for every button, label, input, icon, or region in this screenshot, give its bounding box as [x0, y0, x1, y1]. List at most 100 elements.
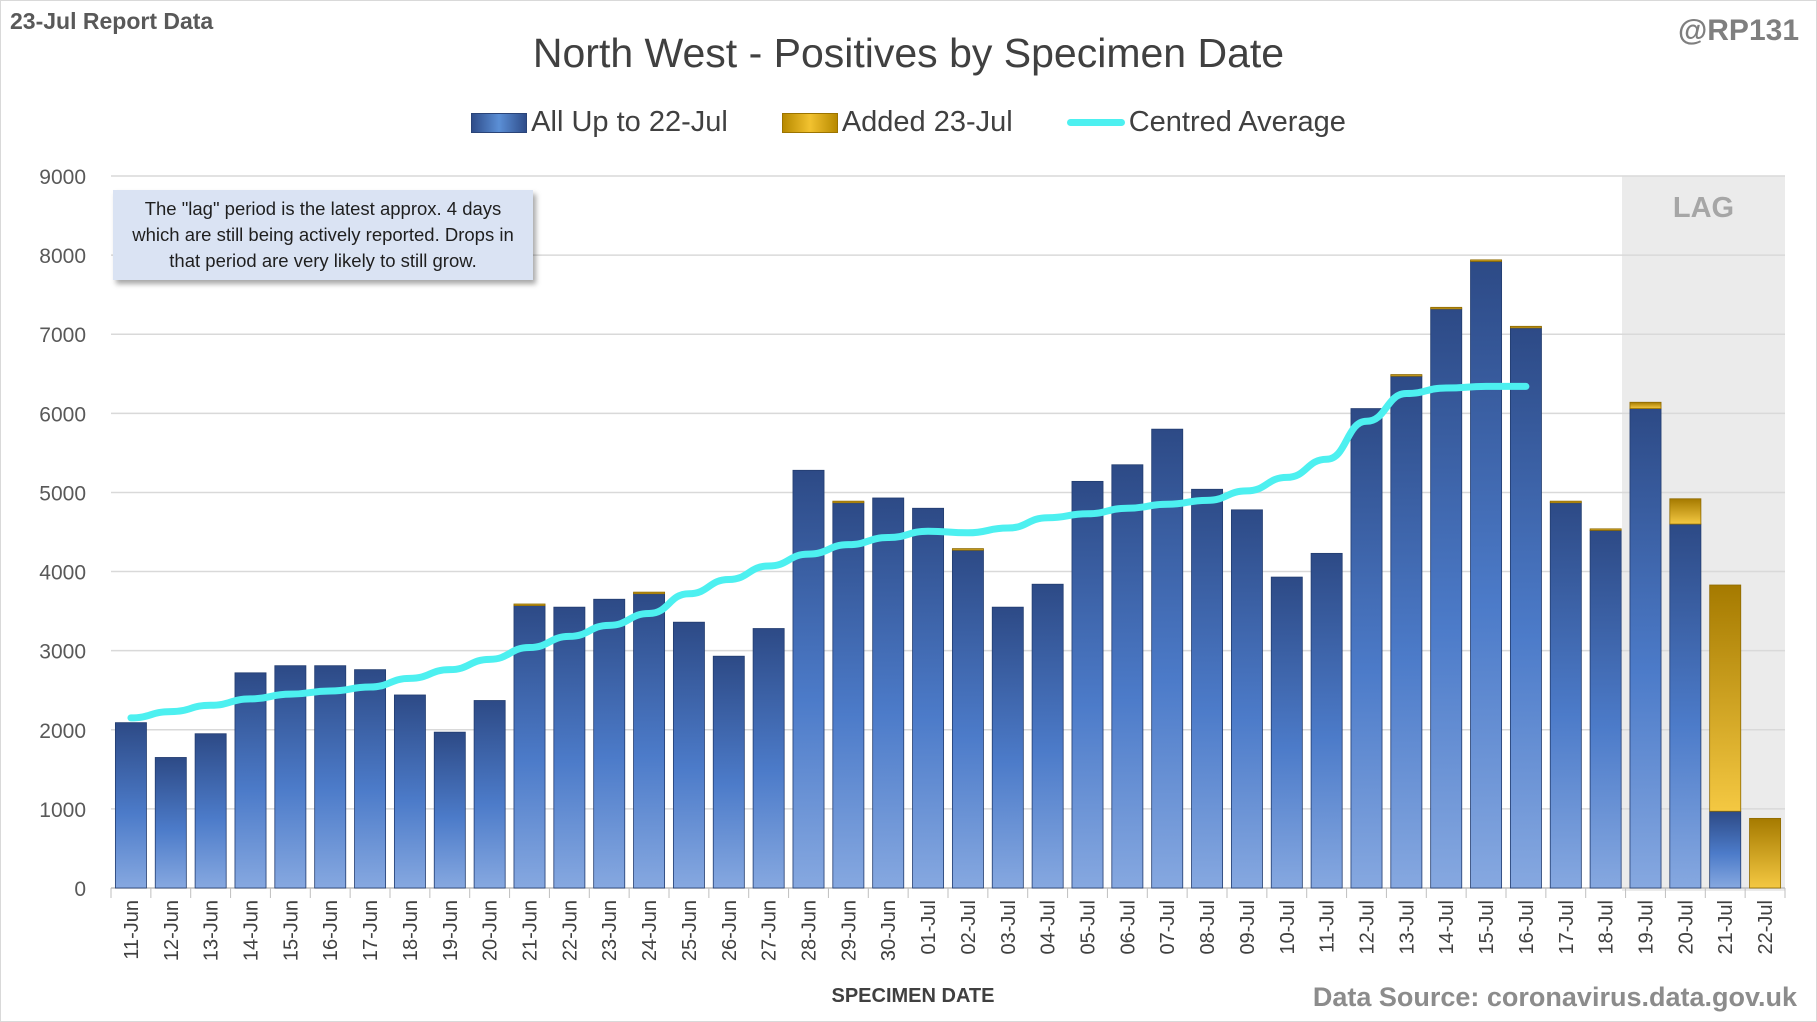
- y-tick-label: 4000: [39, 562, 86, 585]
- bar-added: [1749, 817, 1782, 889]
- x-tick-label: 12-Jul: [1357, 900, 1379, 954]
- bar-added: [1589, 528, 1622, 531]
- bar-added: [1470, 259, 1503, 262]
- bar-added: [1669, 498, 1702, 525]
- bar-base: [633, 593, 666, 889]
- legend-label-base: All Up to 22-Jul: [531, 106, 728, 138]
- x-tick-label: 08-Jul: [1197, 900, 1219, 954]
- x-tick-label: 18-Jun: [400, 900, 422, 961]
- bar-base: [553, 606, 586, 889]
- x-tick-label: 11-Jun: [121, 900, 143, 960]
- x-tick-label: 03-Jul: [998, 900, 1020, 954]
- legend-item-added: Added 23-Jul: [781, 106, 1013, 139]
- legend-item-average: Centred Average: [1066, 106, 1346, 139]
- x-tick-label: 23-Jun: [599, 900, 621, 961]
- bar-base: [1390, 375, 1423, 889]
- bar-base: [154, 757, 187, 889]
- x-tick-label: 19-Jul: [1636, 900, 1658, 954]
- x-tick-label: 29-Jun: [838, 900, 860, 961]
- bar-base: [1031, 583, 1064, 889]
- bar-base: [194, 733, 227, 889]
- x-tick-label: 22-Jul: [1755, 900, 1777, 954]
- y-tick-label: 7000: [39, 324, 86, 347]
- y-tick-label: 0: [74, 878, 86, 901]
- bar-base: [712, 655, 745, 889]
- x-tick-label: 02-Jul: [958, 900, 980, 954]
- bar-base: [1589, 530, 1622, 889]
- bar-base: [1549, 502, 1582, 889]
- bar-base: [1191, 488, 1224, 889]
- legend-label-average: Centred Average: [1128, 106, 1346, 138]
- bar-base: [991, 606, 1024, 889]
- bar-base: [393, 694, 426, 889]
- bar-added: [1509, 325, 1542, 329]
- bar-base: [872, 497, 905, 889]
- bar-added: [951, 548, 984, 551]
- x-axis-title: SPECIMEN DATE: [831, 985, 995, 1007]
- x-tick-label: 15-Jun: [280, 900, 302, 961]
- data-source: Data Source: coronavirus.data.gov.uk: [1312, 982, 1797, 1012]
- y-tick-label: 1000: [39, 799, 86, 822]
- y-tick-label: 5000: [39, 482, 86, 505]
- bar-base: [672, 621, 705, 889]
- bar-added: [1709, 584, 1742, 812]
- bar-base: [354, 669, 387, 889]
- legend-swatch-average: [1066, 119, 1125, 126]
- bar-base: [1709, 810, 1742, 889]
- x-tick-label: 12-Jun: [161, 900, 183, 961]
- bar-base: [912, 507, 945, 889]
- x-tick-label: 13-Jul: [1396, 900, 1418, 954]
- average-line: [127, 382, 1530, 722]
- bar-base: [1509, 327, 1542, 889]
- x-tick-label: 17-Jul: [1556, 900, 1578, 954]
- bar-base: [832, 502, 865, 889]
- bar-added: [1549, 500, 1582, 504]
- report-label: 23-Jul Report Data: [10, 8, 214, 34]
- legend-swatch-base: [471, 112, 528, 133]
- x-tick-label: 09-Jul: [1237, 900, 1259, 954]
- x-tick-label: 10-Jul: [1277, 900, 1299, 954]
- bar-base: [1111, 464, 1144, 889]
- x-tick-label: 21-Jul: [1715, 900, 1737, 954]
- bar-added: [1390, 374, 1423, 377]
- x-tick-label: 15-Jul: [1476, 900, 1498, 954]
- y-tick-label: 9000: [39, 166, 86, 189]
- x-tick-label: 21-Jun: [520, 900, 542, 961]
- legend-item-base: All Up to 22-Jul: [471, 106, 728, 139]
- x-tick-label: 24-Jun: [639, 900, 661, 961]
- bar-base: [593, 598, 626, 889]
- x-tick-label: 14-Jul: [1436, 900, 1458, 954]
- bar-base: [274, 665, 307, 889]
- x-tick-label: 25-Jun: [679, 900, 701, 961]
- bar-added: [1430, 306, 1463, 310]
- bar-added: [1629, 401, 1662, 409]
- bar-base: [314, 665, 347, 889]
- x-tick-label: 17-Jun: [360, 900, 382, 961]
- bar-base: [1669, 523, 1702, 889]
- bar-base: [792, 469, 825, 889]
- bar-base: [1470, 261, 1503, 889]
- x-tick-label: 06-Jul: [1117, 900, 1139, 954]
- bar-base: [234, 672, 267, 889]
- x-tick-label: 04-Jul: [1038, 900, 1060, 954]
- bar-base: [114, 722, 147, 889]
- bar-base: [1629, 408, 1662, 889]
- bar-added: [832, 500, 865, 504]
- bar-base: [433, 731, 466, 889]
- x-tick-label: 16-Jul: [1516, 900, 1538, 954]
- bar-base: [752, 628, 785, 889]
- y-tick-label: 3000: [39, 641, 86, 664]
- bar-added: [633, 591, 666, 595]
- bar-base: [1230, 509, 1263, 889]
- legend: All Up to 22-Jul Added 23-Jul Centred Av…: [0, 106, 1817, 139]
- bar-base: [1310, 552, 1343, 889]
- x-tick-label: 05-Jul: [1078, 900, 1100, 954]
- x-tick-label: 11-Jul: [1317, 900, 1339, 953]
- bar-base: [1430, 308, 1463, 889]
- legend-swatch-added: [781, 112, 838, 133]
- x-tick-label: 26-Jun: [719, 900, 741, 961]
- x-tick-label: 28-Jun: [799, 900, 821, 961]
- chart-title: North West - Positives by Specimen Date: [532, 30, 1285, 76]
- bar-base: [513, 605, 546, 889]
- legend-label-added: Added 23-Jul: [841, 106, 1013, 138]
